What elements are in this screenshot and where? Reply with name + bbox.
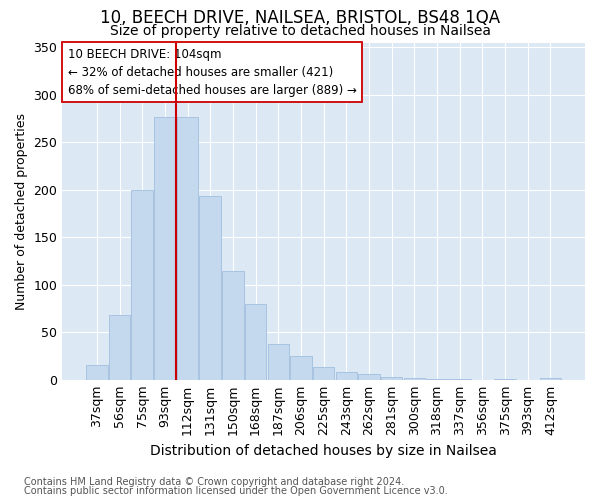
Bar [381, 377, 403, 380]
Text: Size of property relative to detached houses in Nailsea: Size of property relative to detached ho… [110, 24, 491, 38]
Bar [86, 364, 107, 380]
Bar [268, 344, 289, 380]
Bar [358, 374, 380, 380]
Bar [131, 190, 153, 380]
Bar [404, 378, 425, 380]
X-axis label: Distribution of detached houses by size in Nailsea: Distribution of detached houses by size … [150, 444, 497, 458]
Text: Contains public sector information licensed under the Open Government Licence v3: Contains public sector information licen… [24, 486, 448, 496]
Bar [449, 379, 470, 380]
Bar [426, 379, 448, 380]
Text: Contains HM Land Registry data © Crown copyright and database right 2024.: Contains HM Land Registry data © Crown c… [24, 477, 404, 487]
Text: 10 BEECH DRIVE: 104sqm
← 32% of detached houses are smaller (421)
68% of semi-de: 10 BEECH DRIVE: 104sqm ← 32% of detached… [68, 48, 356, 96]
Bar [290, 356, 312, 380]
Bar [199, 196, 221, 380]
Bar [109, 315, 130, 380]
Bar [177, 116, 199, 380]
Bar [245, 304, 266, 380]
Y-axis label: Number of detached properties: Number of detached properties [15, 112, 28, 310]
Bar [313, 366, 334, 380]
Bar [335, 372, 357, 380]
Bar [154, 116, 176, 380]
Bar [494, 379, 516, 380]
Bar [222, 270, 244, 380]
Bar [539, 378, 561, 380]
Text: 10, BEECH DRIVE, NAILSEA, BRISTOL, BS48 1QA: 10, BEECH DRIVE, NAILSEA, BRISTOL, BS48 … [100, 9, 500, 27]
